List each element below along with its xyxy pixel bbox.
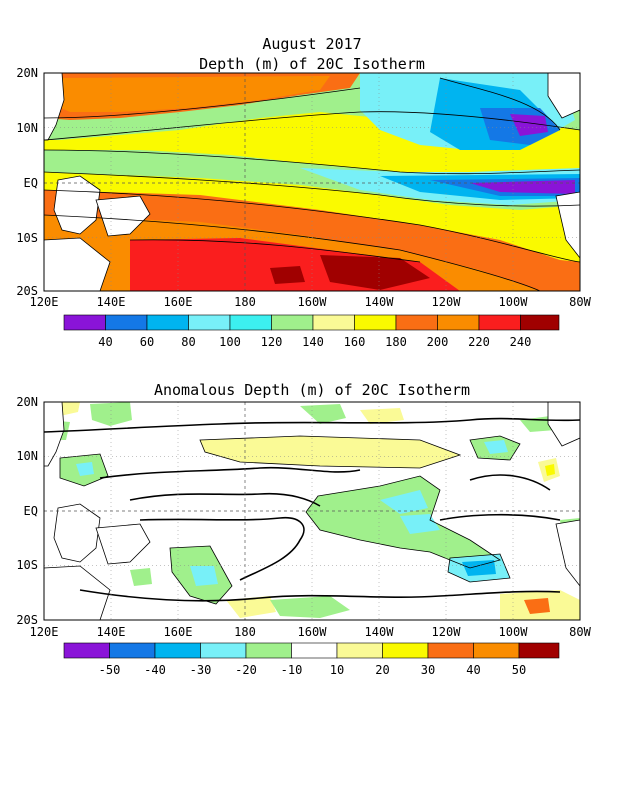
- top-colorbar-label: 120: [261, 335, 283, 349]
- bottom-lon-140e: 140E: [97, 625, 126, 639]
- top-map-field: [44, 73, 580, 291]
- top-colorbar-label: 160: [344, 335, 366, 349]
- bottom-lon-160e: 160E: [164, 625, 193, 639]
- bottom-colorbar-label: -10: [281, 663, 303, 677]
- top-colorbar-swatch: [63, 314, 106, 331]
- top-map-frame: [43, 72, 581, 292]
- top-lat-20s: 20S: [16, 284, 38, 298]
- top-lon-120e: 120E: [30, 295, 59, 309]
- bottom-lat-10s: 10S: [16, 558, 38, 572]
- top-colorbar-label: 80: [181, 335, 195, 349]
- bottom-colorbar-swatch: [473, 642, 520, 659]
- top-colorbar-label: 240: [510, 335, 532, 349]
- top-lat-labels: 20N 10N EQ 10S 20S: [16, 66, 38, 298]
- bottom-lon-100w: 100W: [499, 625, 529, 639]
- bottom-lat-labels: 20N 10N EQ 10S 20S: [16, 395, 38, 627]
- bottom-colorbar-label: 20: [375, 663, 389, 677]
- bottom-lon-120e: 120E: [30, 625, 59, 639]
- top-lon-80w: 80W: [569, 295, 591, 309]
- bottom-lat-20n: 20N: [16, 395, 38, 409]
- top-lon-160e: 160E: [164, 295, 193, 309]
- bottom-colorbar-swatch: [336, 642, 383, 659]
- top-lon-160w: 160W: [298, 295, 328, 309]
- bottom-colorbar-label: -30: [190, 663, 212, 677]
- bottom-colorbar-swatch: [109, 642, 156, 659]
- top-lat-eq: EQ: [24, 176, 38, 190]
- top-colorbar-swatch: [105, 314, 148, 331]
- bottom-lon-180: 180: [234, 625, 256, 639]
- top-colorbar-swatch: [229, 314, 272, 331]
- top-colorbar: 40 60 80 100 120 140 160 180 200 220 240: [63, 314, 560, 349]
- bottom-colorbar-label: -40: [144, 663, 166, 677]
- bottom-colorbar-label: 50: [512, 663, 526, 677]
- top-colorbar-swatch: [271, 314, 314, 331]
- top-colorbar-label: 200: [427, 335, 449, 349]
- top-colorbar-label: 60: [140, 335, 154, 349]
- bottom-lat-eq: EQ: [24, 504, 38, 518]
- bottom-lat-20s: 20S: [16, 613, 38, 627]
- bottom-map-frame: [43, 401, 581, 621]
- top-lon-100w: 100W: [499, 295, 529, 309]
- top-lon-140w: 140W: [365, 295, 395, 309]
- bottom-colorbar-swatch: [427, 642, 474, 659]
- top-lat-10s: 10S: [16, 231, 38, 245]
- top-colorbar-swatch: [354, 314, 397, 331]
- top-colorbar-label: 100: [219, 335, 241, 349]
- top-title-line2: Depth (m) of 20C Isotherm: [199, 55, 425, 73]
- bottom-lat-10n: 10N: [16, 449, 38, 463]
- bottom-colorbar-swatch: [382, 642, 429, 659]
- top-colorbar-swatch: [437, 314, 480, 331]
- bottom-colorbar-swatch: [518, 642, 560, 659]
- bottom-colorbar: -50 -40 -30 -20 -10 10 20 30 40 50: [63, 642, 560, 677]
- bottom-lon-labels: 120E 140E 160E 180 160W 140W 120W 100W 8…: [30, 625, 592, 639]
- top-colorbar-label: 40: [98, 335, 112, 349]
- top-lon-140e: 140E: [97, 295, 126, 309]
- top-colorbar-label: 140: [302, 335, 324, 349]
- top-lat-10n: 10N: [16, 121, 38, 135]
- top-colorbar-label: 180: [385, 335, 407, 349]
- top-colorbar-swatch: [395, 314, 438, 331]
- top-colorbar-swatch: [478, 314, 521, 331]
- bottom-lon-140w: 140W: [365, 625, 395, 639]
- bottom-colorbar-swatch: [154, 642, 201, 659]
- bottom-lon-160w: 160W: [298, 625, 328, 639]
- bottom-lon-80w: 80W: [569, 625, 591, 639]
- bottom-title: Anomalous Depth (m) of 20C Isotherm: [154, 381, 470, 399]
- top-lon-labels: 120E 140E 160E 180 160W 140W 120W 100W 8…: [30, 295, 592, 309]
- bottom-colorbar-label: 10: [330, 663, 344, 677]
- bottom-lon-120w: 120W: [432, 625, 462, 639]
- top-colorbar-swatch: [520, 314, 560, 331]
- bottom-colorbar-swatch: [63, 642, 110, 659]
- bottom-colorbar-label: -50: [99, 663, 121, 677]
- bottom-colorbar-label: 40: [466, 663, 480, 677]
- top-colorbar-swatch: [146, 314, 189, 331]
- top-colorbar-swatch: [312, 314, 355, 331]
- bottom-map-field: [44, 402, 580, 620]
- top-lat-20n: 20N: [16, 66, 38, 80]
- bottom-colorbar-swatch: [291, 642, 338, 659]
- bottom-colorbar-swatch: [200, 642, 247, 659]
- top-colorbar-swatch: [188, 314, 231, 331]
- bottom-colorbar-swatch: [245, 642, 292, 659]
- top-colorbar-label: 220: [468, 335, 490, 349]
- bottom-colorbar-label: 30: [421, 663, 435, 677]
- top-lon-120w: 120W: [432, 295, 462, 309]
- top-title-line1: August 2017: [262, 35, 361, 53]
- bottom-colorbar-label: -20: [235, 663, 257, 677]
- top-lon-180: 180: [234, 295, 256, 309]
